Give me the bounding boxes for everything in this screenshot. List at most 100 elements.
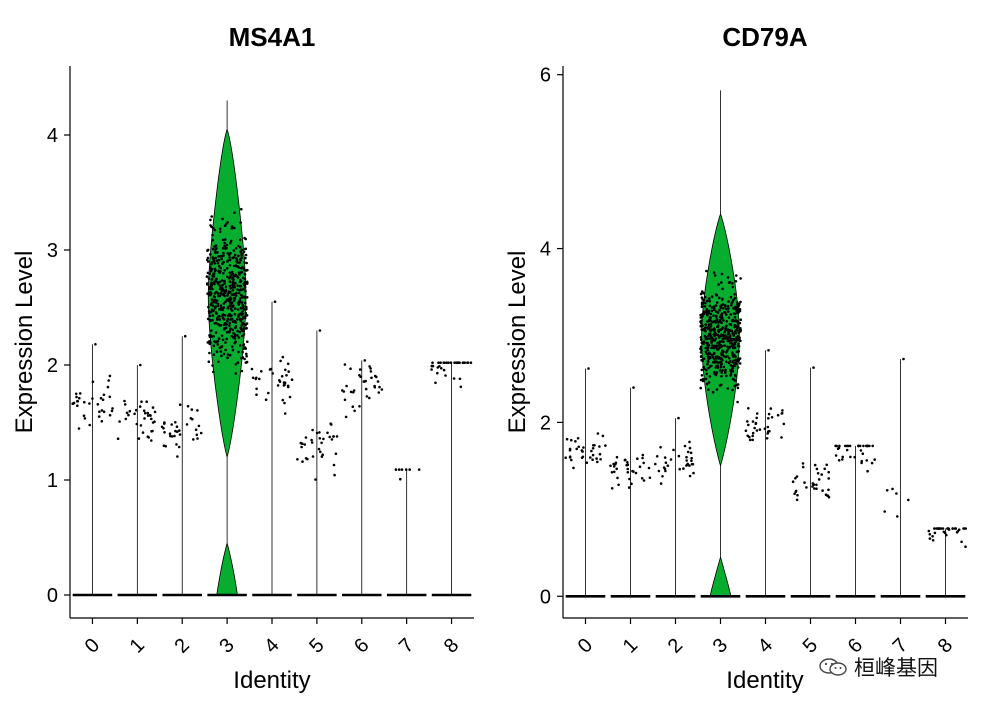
data-point bbox=[732, 359, 735, 363]
data-point bbox=[232, 255, 236, 259]
data-point bbox=[217, 269, 220, 273]
data-point bbox=[219, 308, 222, 311]
data-point bbox=[642, 461, 645, 465]
data-point bbox=[238, 258, 242, 261]
data-point bbox=[234, 363, 238, 366]
data-point bbox=[459, 385, 463, 389]
data-point bbox=[641, 456, 644, 460]
data-point bbox=[176, 455, 179, 458]
data-point bbox=[853, 455, 856, 459]
data-point bbox=[564, 456, 567, 460]
data-point bbox=[284, 368, 287, 372]
data-point bbox=[380, 388, 384, 391]
data-point bbox=[720, 281, 723, 284]
data-point bbox=[209, 253, 212, 256]
data-point bbox=[739, 318, 742, 322]
data-point bbox=[273, 300, 277, 304]
y-tick-label: 3 bbox=[47, 240, 58, 262]
data-point bbox=[685, 464, 688, 467]
data-point bbox=[720, 357, 723, 360]
data-point bbox=[713, 361, 717, 364]
data-point bbox=[238, 330, 242, 334]
data-point bbox=[782, 422, 786, 426]
data-point bbox=[709, 312, 713, 316]
data-point bbox=[724, 329, 727, 332]
data-point bbox=[237, 291, 241, 295]
data-point bbox=[718, 340, 722, 344]
data-point bbox=[245, 354, 248, 358]
data-point bbox=[213, 299, 217, 302]
data-point bbox=[755, 429, 759, 432]
data-point bbox=[83, 417, 87, 420]
data-point bbox=[218, 287, 222, 291]
data-point bbox=[883, 510, 886, 513]
data-point bbox=[701, 290, 704, 293]
data-point bbox=[224, 341, 227, 344]
data-point bbox=[245, 269, 248, 272]
data-point bbox=[617, 483, 620, 487]
data-point bbox=[301, 442, 304, 446]
data-point bbox=[734, 305, 737, 309]
data-point bbox=[707, 332, 711, 336]
data-point bbox=[102, 410, 106, 414]
data-point bbox=[721, 350, 724, 354]
data-point bbox=[436, 371, 439, 375]
data-point bbox=[240, 301, 244, 304]
data-point bbox=[734, 362, 738, 366]
data-point bbox=[108, 395, 112, 399]
data-point bbox=[705, 308, 709, 311]
data-point bbox=[705, 352, 708, 355]
data-point bbox=[241, 303, 244, 307]
data-point bbox=[125, 411, 129, 415]
data-point bbox=[794, 476, 797, 480]
data-point bbox=[710, 306, 714, 309]
x-tick-label: 1 bbox=[126, 634, 149, 657]
data-point bbox=[365, 395, 369, 398]
data-point bbox=[891, 487, 894, 491]
data-point bbox=[733, 346, 737, 349]
data-point bbox=[712, 320, 716, 323]
y-axis-label: Expression Level bbox=[504, 251, 531, 434]
data-point bbox=[943, 531, 947, 535]
data-point bbox=[206, 256, 210, 260]
data-point bbox=[648, 476, 652, 480]
data-point bbox=[214, 248, 217, 251]
data-point bbox=[702, 310, 706, 314]
data-point bbox=[725, 320, 728, 323]
data-point bbox=[209, 303, 213, 306]
data-point bbox=[212, 274, 216, 278]
data-point bbox=[728, 345, 732, 349]
data-point bbox=[231, 345, 234, 349]
data-point bbox=[736, 305, 740, 308]
data-point bbox=[733, 319, 736, 323]
data-point bbox=[108, 374, 112, 378]
data-point bbox=[612, 465, 616, 468]
data-point bbox=[214, 322, 218, 325]
data-point bbox=[240, 328, 243, 331]
data-point bbox=[78, 392, 82, 395]
data-point bbox=[231, 272, 235, 276]
data-point bbox=[836, 447, 840, 451]
watermark: 桓峰基因 bbox=[818, 650, 938, 684]
data-point bbox=[216, 261, 220, 265]
data-point bbox=[244, 253, 248, 257]
data-point bbox=[72, 402, 75, 405]
data-point bbox=[604, 444, 607, 447]
data-point bbox=[228, 353, 232, 357]
data-point bbox=[733, 338, 737, 341]
data-point bbox=[150, 439, 153, 442]
data-point bbox=[209, 334, 212, 337]
data-point bbox=[189, 417, 193, 420]
data-point bbox=[210, 301, 214, 304]
data-point bbox=[150, 417, 153, 421]
data-point bbox=[219, 230, 222, 233]
data-point bbox=[225, 337, 228, 341]
data-point bbox=[358, 368, 362, 371]
data-point bbox=[718, 296, 721, 300]
data-point bbox=[767, 417, 770, 420]
data-point bbox=[732, 355, 735, 358]
data-point bbox=[214, 256, 217, 260]
data-point bbox=[240, 253, 243, 257]
data-point bbox=[716, 341, 719, 345]
data-point bbox=[400, 468, 404, 471]
